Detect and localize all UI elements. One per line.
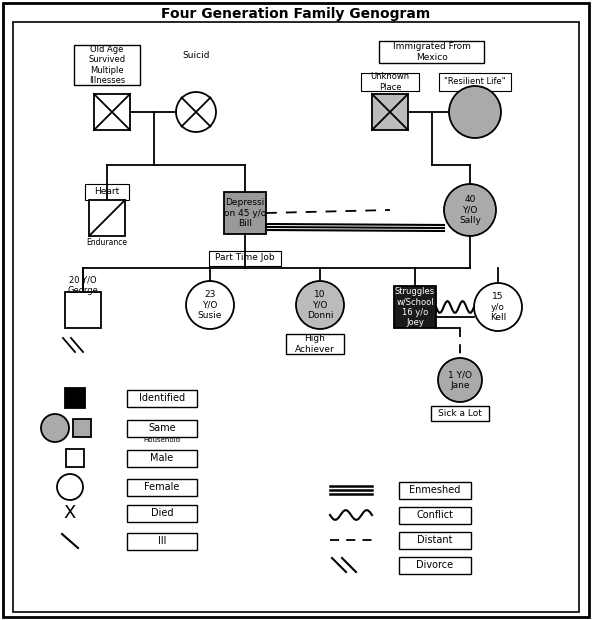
Text: 1 Y/O
Jane: 1 Y/O Jane <box>448 370 472 390</box>
Bar <box>74 45 140 85</box>
Text: "Resilient Life": "Resilient Life" <box>444 78 506 87</box>
Bar <box>85 184 129 200</box>
Bar <box>127 479 197 495</box>
Circle shape <box>474 283 522 331</box>
Text: Died: Died <box>151 508 173 518</box>
Text: 15
y/o
Kell: 15 y/o Kell <box>490 292 506 322</box>
Bar <box>399 557 471 574</box>
Bar <box>66 449 84 467</box>
Text: Male: Male <box>150 453 173 463</box>
Text: Old Age
Survived
Multiple
Illnesses: Old Age Survived Multiple Illnesses <box>88 45 126 85</box>
Bar <box>379 41 484 63</box>
Bar <box>89 200 125 236</box>
Circle shape <box>186 281 234 329</box>
Circle shape <box>296 281 344 329</box>
Bar <box>65 292 101 328</box>
Bar <box>127 450 197 466</box>
Text: 20 Y/O
George: 20 Y/O George <box>67 275 98 294</box>
Text: Part Time Job: Part Time Job <box>215 254 275 262</box>
Text: Household: Household <box>143 437 181 443</box>
Text: 40
Y/O
Sally: 40 Y/O Sally <box>459 195 481 225</box>
Bar <box>361 73 419 91</box>
Bar <box>399 531 471 549</box>
Circle shape <box>41 414 69 442</box>
Bar <box>286 334 344 354</box>
Circle shape <box>438 358 482 402</box>
Bar <box>127 420 197 436</box>
Text: Divorce: Divorce <box>416 560 453 570</box>
Text: 23
Y/O
Susie: 23 Y/O Susie <box>198 290 222 320</box>
Text: High
Achiever: High Achiever <box>295 334 335 353</box>
Text: Sick a Lot: Sick a Lot <box>438 409 482 417</box>
Text: Ill: Ill <box>158 536 166 546</box>
Text: Endurance: Endurance <box>86 238 127 247</box>
Text: X: X <box>64 504 76 522</box>
Bar <box>73 419 91 437</box>
Circle shape <box>176 92 216 132</box>
Text: Depressi
on 45 y/o
Bill: Depressi on 45 y/o Bill <box>224 198 266 228</box>
Text: Struggles
w/School
16 y/o
Joey: Struggles w/School 16 y/o Joey <box>395 287 435 327</box>
Text: Identified: Identified <box>139 393 185 403</box>
Text: Same: Same <box>148 423 176 433</box>
Bar <box>127 533 197 549</box>
Text: Female: Female <box>144 482 180 492</box>
Bar <box>399 507 471 523</box>
Circle shape <box>444 184 496 236</box>
Bar <box>439 73 511 91</box>
Text: 10
Y/O
Donni: 10 Y/O Donni <box>307 290 333 320</box>
Bar <box>224 192 266 234</box>
Bar <box>431 405 489 420</box>
Text: Suicid: Suicid <box>182 50 210 60</box>
Text: Enmeshed: Enmeshed <box>409 485 461 495</box>
Bar <box>127 505 197 521</box>
Text: Immigrated From
Mexico: Immigrated From Mexico <box>393 42 471 62</box>
Circle shape <box>57 474 83 500</box>
Text: Four Generation Family Genogram: Four Generation Family Genogram <box>162 7 430 21</box>
Bar <box>372 94 408 130</box>
Bar <box>394 286 436 328</box>
Text: Unknown
Place: Unknown Place <box>371 73 410 92</box>
Bar <box>399 482 471 498</box>
Bar <box>127 389 197 407</box>
Text: Conflict: Conflict <box>417 510 453 520</box>
Bar <box>94 94 130 130</box>
Text: Distant: Distant <box>417 535 453 545</box>
Bar <box>209 250 281 265</box>
Circle shape <box>449 86 501 138</box>
Bar <box>65 388 85 408</box>
Text: Heart: Heart <box>94 187 120 197</box>
